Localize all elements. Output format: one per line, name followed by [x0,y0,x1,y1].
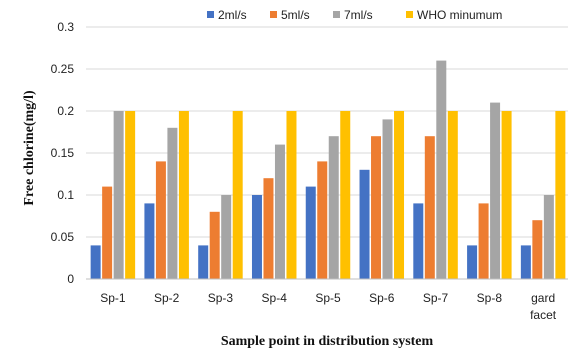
legend-swatch [207,11,214,18]
legend: 2ml/s 5ml/s 7ml/s WHO minumum [207,8,502,22]
bar-5ml-s-sp-5 [317,161,328,279]
legend-swatch [270,11,277,18]
x-tick-label: Sp-3 [208,291,234,305]
bar-5ml-s-sp-1 [102,186,113,279]
x-tick-label: Sp-7 [423,291,449,305]
y-tick-label: 0.15 [51,146,75,160]
bar-2ml-s-sp-2 [144,203,155,279]
bar-5ml-s-sp-4 [263,178,274,279]
bar-2ml-s-sp-1 [90,245,101,279]
bar-who-minumum-sp-6 [394,111,405,279]
x-tick-label: Sp-8 [477,291,503,305]
bar-2ml-s-sp-6 [359,169,370,279]
bar-7ml-s-sp-1 [113,111,124,279]
bar-who-minumum-sp-5 [340,111,351,279]
bar-5ml-s-sp-8 [478,203,489,279]
y-axis-title: Free chlorine(mg/l) [22,90,37,206]
bar-7ml-s-sp-5 [328,136,339,279]
x-tick-label: gard facet [530,291,557,322]
bar-who-minumum-sp-4 [286,111,297,279]
y-tick-label: 0.1 [57,188,74,202]
y-tick-label: 0.3 [57,20,74,34]
legend-label: 2ml/s [218,8,247,22]
bar-7ml-s-sp-6 [382,119,393,280]
bar-5ml-s-gard-facet [532,220,543,279]
bar-7ml-s-gard-facet [543,195,554,279]
bar-who-minumum-sp-8 [501,111,512,279]
legend-label: 7ml/s [344,8,373,22]
bar-5ml-s-sp-3 [209,211,220,279]
x-tick-labels: Sp-1 Sp-2 Sp-3 Sp-4 Sp-5 Sp-6 Sp-7 Sp-8 gard face… [100,291,557,322]
bar-who-minumum-sp-3 [232,111,243,279]
bar-2ml-s-sp-4 [251,195,262,279]
y-tick-label: 0.2 [57,104,74,118]
bars [90,60,566,280]
bar-7ml-s-sp-7 [436,60,447,279]
y-tick-labels: 0 0.05 0.1 0.15 0.2 0.25 0.3 [51,20,75,286]
bar-5ml-s-sp-2 [155,161,166,279]
legend-swatch [406,11,413,18]
bar-2ml-s-sp-3 [198,245,209,279]
x-axis-title: Sample point in distribution system [221,334,434,349]
bar-who-minumum-gard-facet [555,111,566,279]
bar-5ml-s-sp-6 [371,136,382,279]
y-tick-label: 0.25 [51,62,75,76]
bar-2ml-s-gard-facet [520,245,531,279]
bar-who-minumum-sp-7 [447,111,458,279]
legend-label: 5ml/s [281,8,310,22]
bar-2ml-s-sp-5 [305,186,316,279]
bar-who-minumum-sp-2 [178,111,189,279]
bar-2ml-s-sp-7 [413,203,424,279]
x-tick-label: Sp-2 [154,291,180,305]
legend-label: WHO minumum [417,8,502,22]
legend-swatch [333,11,340,18]
x-tick-label: Sp-1 [100,291,126,305]
x-tick-label: Sp-6 [369,291,395,305]
gridlines [86,26,568,238]
bar-7ml-s-sp-3 [221,195,232,279]
bar-7ml-s-sp-8 [490,102,501,279]
x-tick-label: Sp-5 [315,291,341,305]
bar-5ml-s-sp-7 [424,136,435,279]
x-tick-label: Sp-4 [262,291,288,305]
bar-2ml-s-sp-8 [467,245,478,279]
y-tick-label: 0.05 [51,230,75,244]
bar-who-minumum-sp-1 [125,111,136,279]
bar-7ml-s-sp-2 [167,127,178,279]
y-tick-label: 0 [67,272,74,286]
bar-7ml-s-sp-4 [274,144,285,279]
